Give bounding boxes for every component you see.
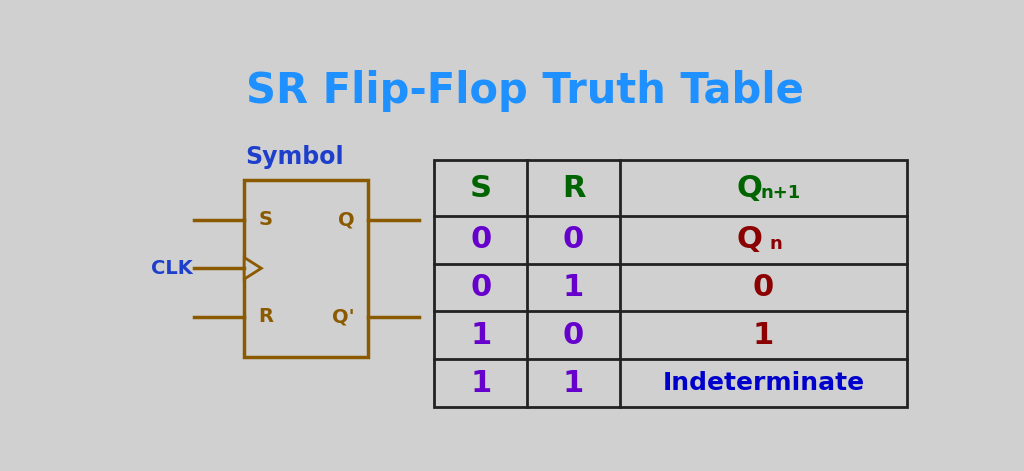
Text: Indeterminate: Indeterminate [663, 371, 864, 395]
Text: Q: Q [736, 174, 763, 203]
Text: 1: 1 [563, 368, 585, 398]
Text: 1: 1 [470, 368, 492, 398]
Text: CLK: CLK [152, 259, 193, 278]
Text: 0: 0 [470, 273, 492, 302]
Text: Symbol: Symbol [246, 145, 344, 169]
Text: 1: 1 [470, 321, 492, 350]
Text: 0: 0 [753, 273, 774, 302]
Text: R: R [562, 174, 586, 203]
Bar [434, 161, 907, 407]
Text: 1: 1 [563, 273, 585, 302]
Text: 0: 0 [470, 225, 492, 254]
Text: 1: 1 [753, 321, 774, 350]
Text: R: R [258, 307, 273, 326]
Text: SR Flip-Flop Truth Table: SR Flip-Flop Truth Table [246, 70, 804, 112]
Bar [245, 180, 369, 357]
Text: Q: Q [338, 210, 354, 229]
Text: Q: Q [736, 225, 763, 254]
Text: n+1: n+1 [761, 184, 801, 202]
Polygon shape [245, 258, 261, 279]
Text: Q': Q' [332, 307, 354, 326]
Text: n: n [769, 236, 782, 253]
Text: 0: 0 [563, 225, 585, 254]
Text: S: S [258, 210, 272, 229]
Text: 0: 0 [563, 321, 585, 350]
Text: S: S [470, 174, 492, 203]
